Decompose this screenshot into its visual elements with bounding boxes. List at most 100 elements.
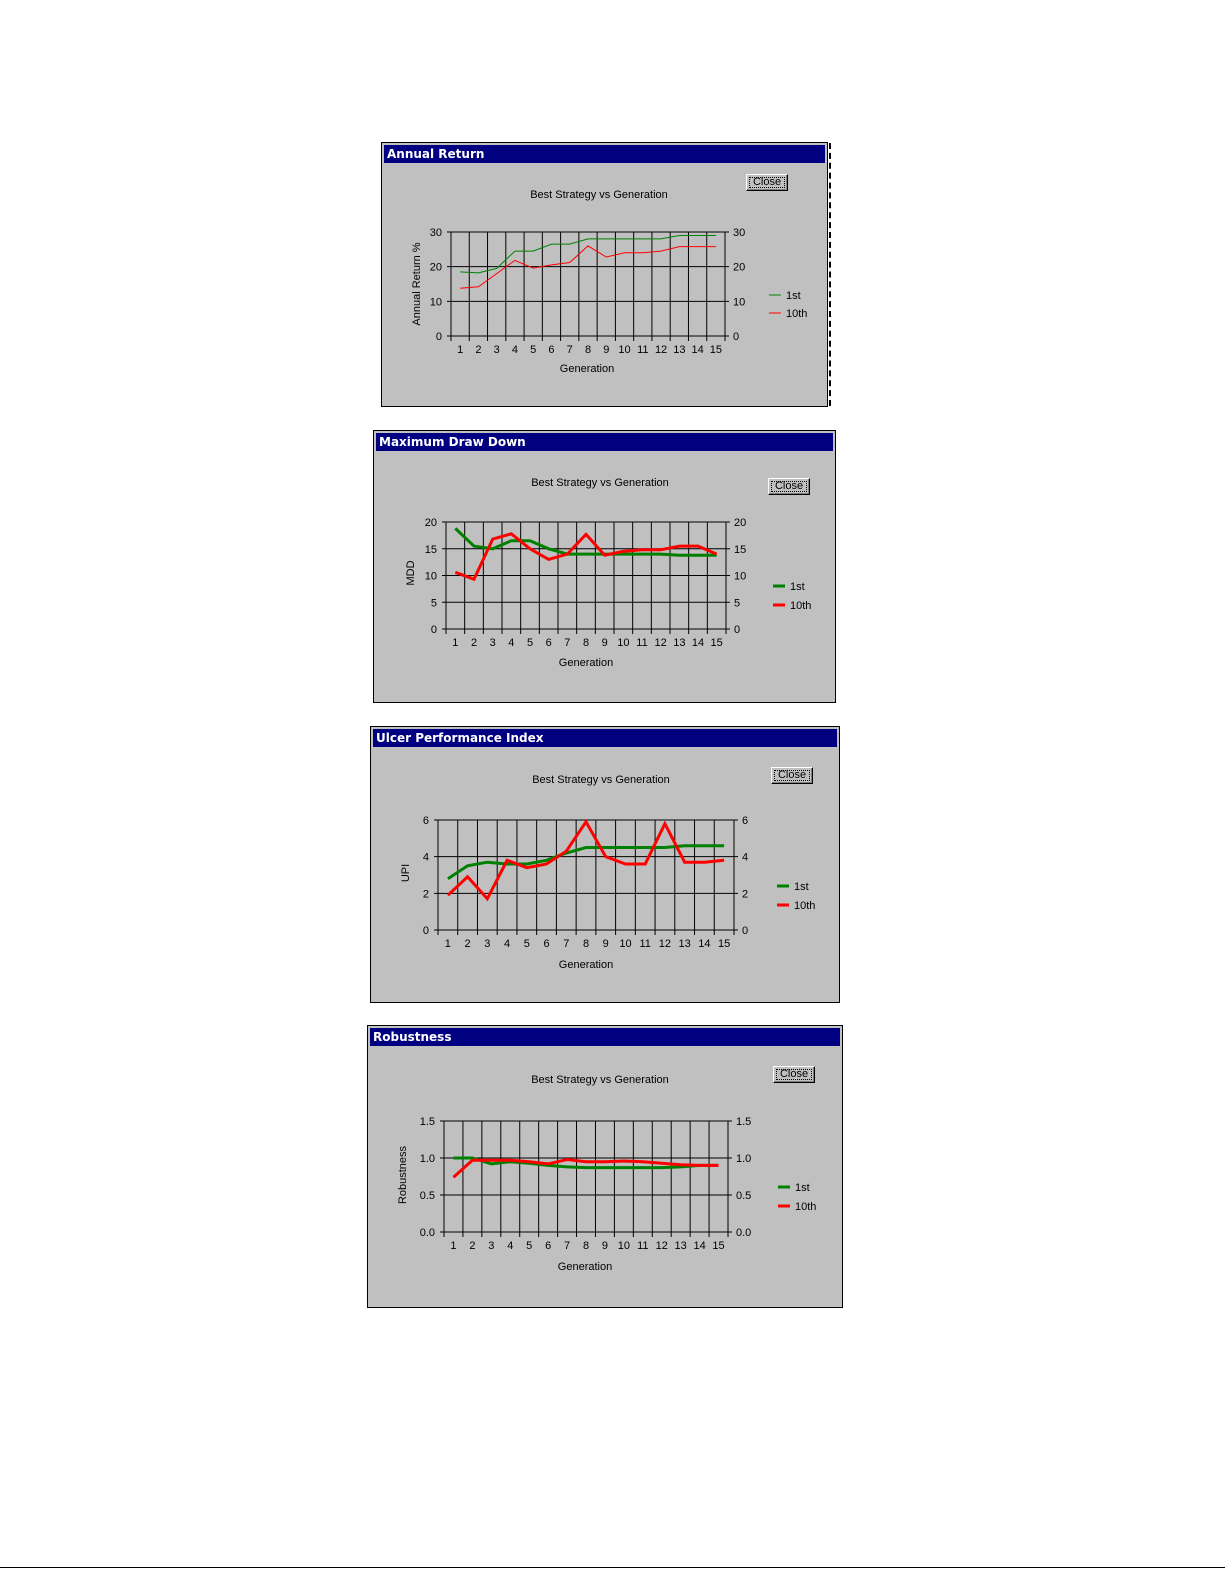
x-tick-label: 3 [488, 1240, 494, 1252]
y-tick-label-right: 0.5 [736, 1190, 751, 1202]
x-tick-label: 12 [655, 637, 667, 649]
x-tick-label: 11 [637, 1240, 648, 1252]
y-tick-label-left: 0 [423, 925, 429, 937]
series-line-1st [460, 235, 716, 274]
chart-title: Best Strategy vs Generation [530, 189, 668, 201]
x-tick-label: 13 [673, 344, 685, 356]
y-tick-label-right: 1.5 [736, 1116, 751, 1128]
x-tick-label: 15 [710, 344, 722, 356]
window-title: Annual Return [387, 147, 485, 161]
annual-return-chart: Best Strategy vs Generation 0 0 10 10 20 20 30 3… [411, 189, 807, 375]
x-axis-label: Generation [559, 959, 613, 971]
x-tick-label: 1 [450, 1240, 456, 1252]
x-tick-label: 9 [603, 938, 609, 950]
y-axis-label: Robustness [397, 1145, 409, 1204]
legend-label: 1st [786, 290, 801, 302]
x-tick-label: 14 [692, 637, 704, 649]
x-tick-label: 10 [617, 637, 629, 649]
x-tick-label: 5 [526, 1240, 532, 1252]
window-title: Robustness [373, 1030, 452, 1044]
x-tick-label: 14 [693, 1240, 705, 1252]
x-tick-label: 14 [691, 344, 703, 356]
x-tick-label: 9 [603, 344, 609, 356]
robustness-chart: Best Strategy vs Generation 0.0 0.0 0.5 0.5 1… [397, 1074, 816, 1273]
y-axis-label: UPI [400, 864, 412, 882]
x-tick-label: 15 [711, 637, 723, 649]
window-title-bar: Annual Return [384, 145, 825, 163]
x-tick-label: 8 [583, 1240, 589, 1252]
y-tick-label-right: 10 [733, 296, 745, 308]
x-tick-label: 7 [563, 938, 569, 950]
x-tick-label: 3 [484, 938, 490, 950]
legend-label: 10th [790, 600, 811, 612]
window-title-bar: Robustness [370, 1028, 840, 1046]
y-tick-label-right: 1.0 [736, 1153, 751, 1165]
window-title: Ulcer Performance Index [376, 731, 544, 745]
y-tick-label-left: 30 [430, 227, 442, 239]
y-tick-label-left: 6 [423, 815, 429, 827]
y-tick-label-left: 2 [423, 888, 429, 900]
x-tick-label: 2 [475, 344, 481, 356]
x-tick-label: 10 [619, 938, 631, 950]
x-tick-label: 7 [564, 1240, 570, 1252]
y-tick-label-right: 0 [733, 331, 739, 343]
x-tick-label: 2 [465, 938, 471, 950]
x-tick-label: 6 [545, 1240, 551, 1252]
y-tick-label-left: 15 [425, 544, 437, 556]
y-tick-label-left: 1.0 [420, 1153, 435, 1165]
chart-title: Best Strategy vs Generation [532, 774, 670, 786]
x-tick-label: 12 [659, 938, 671, 950]
chart-title: Best Strategy vs Generation [531, 1074, 669, 1086]
x-axis-label: Generation [560, 363, 614, 375]
y-tick-label-left: 1.5 [420, 1116, 435, 1128]
close-button[interactable]: Close [768, 478, 810, 495]
y-tick-label-right: 15 [734, 544, 746, 556]
y-tick-label-left: 0.5 [420, 1190, 435, 1202]
close-button[interactable]: Close [773, 1066, 815, 1083]
series-line-1st [454, 527, 717, 557]
x-axis-label: Generation [559, 657, 613, 669]
x-tick-label: 14 [698, 938, 710, 950]
window-title-bar: Maximum Draw Down [376, 433, 833, 451]
y-axis-label: Annual Return % [411, 242, 423, 325]
y-tick-label-right: 10 [734, 571, 746, 583]
x-tick-label: 9 [602, 1240, 608, 1252]
window-edge [829, 143, 831, 406]
series-line-10th [452, 1157, 719, 1179]
x-tick-label: 3 [494, 344, 500, 356]
x-tick-label: 11 [637, 344, 648, 356]
x-tick-label: 13 [675, 1240, 687, 1252]
x-tick-label: 6 [546, 637, 552, 649]
x-tick-label: 8 [583, 637, 589, 649]
x-tick-label: 4 [512, 344, 518, 356]
chart-title: Best Strategy vs Generation [531, 477, 669, 489]
legend-label: 10th [795, 1201, 816, 1213]
x-tick-label: 7 [567, 344, 573, 356]
y-tick-label-right: 0.0 [736, 1227, 751, 1239]
x-tick-label: 8 [583, 938, 589, 950]
x-tick-label: 2 [471, 637, 477, 649]
y-tick-label-left: 0 [436, 331, 442, 343]
x-tick-label: 6 [548, 344, 554, 356]
ulcer-performance-index-window: Ulcer Performance Index Best Strategy vs… [370, 726, 840, 1003]
series-line-10th [460, 245, 716, 289]
legend-label: 1st [795, 1182, 810, 1194]
y-tick-label-right: 20 [733, 262, 745, 274]
close-button[interactable]: Close [746, 174, 788, 191]
series-line-1st [447, 844, 725, 880]
x-tick-label: 15 [712, 1240, 724, 1252]
x-tick-label: 4 [508, 637, 514, 649]
y-tick-label-left: 20 [430, 262, 442, 274]
x-tick-label: 1 [452, 637, 458, 649]
close-button[interactable]: Close [771, 767, 813, 784]
legend-label: 10th [794, 900, 815, 912]
maximum-draw-down-window: Maximum Draw Down Best Strategy vs Gener… [373, 430, 836, 703]
x-tick-label: 5 [527, 637, 533, 649]
x-tick-label: 1 [457, 344, 463, 356]
y-tick-label-left: 0 [431, 624, 437, 636]
x-tick-label: 6 [543, 938, 549, 950]
x-tick-label: 10 [618, 344, 630, 356]
x-tick-label: 3 [490, 637, 496, 649]
x-tick-label: 10 [618, 1240, 630, 1252]
